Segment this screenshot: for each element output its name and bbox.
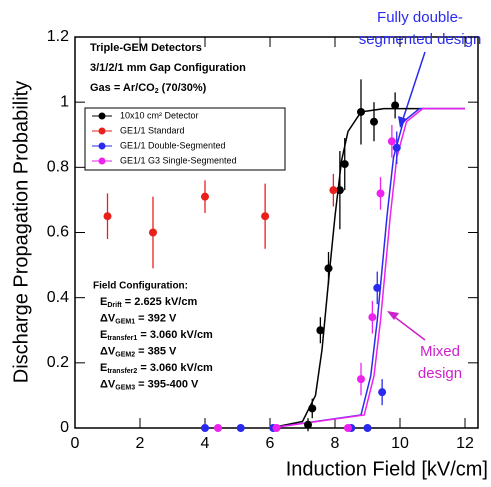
data-point bbox=[214, 424, 222, 432]
fit-curve bbox=[269, 107, 465, 429]
data-point bbox=[236, 424, 245, 432]
data-point bbox=[304, 420, 313, 429]
data-point bbox=[368, 313, 377, 322]
data-point bbox=[316, 326, 325, 335]
text-part: E bbox=[100, 296, 107, 308]
legend-label: GE1/1 G3 Single-Segmented bbox=[120, 155, 237, 165]
annotation: design bbox=[418, 365, 462, 382]
text-part: = 3.060 kV/cm bbox=[137, 329, 213, 341]
x-tick-label: 12 bbox=[456, 435, 474, 452]
fit-curve bbox=[269, 107, 465, 429]
x-tick-label: 10 bbox=[391, 435, 409, 452]
data-point bbox=[329, 186, 338, 195]
data-point bbox=[376, 189, 385, 198]
text-part: ΔV bbox=[100, 312, 116, 324]
data-point bbox=[308, 404, 317, 413]
y-tick-label: 0 bbox=[60, 419, 69, 436]
legend-box bbox=[84, 107, 286, 171]
y-tick-label: 1.2 bbox=[47, 28, 69, 45]
legend-marker bbox=[98, 127, 106, 135]
text-part: = 392 V bbox=[135, 312, 177, 324]
field-line: ΔVGEM3 = 395-400 V bbox=[100, 378, 199, 391]
text-part: ΔV bbox=[100, 345, 116, 357]
text-part: = 395-400 V bbox=[135, 378, 199, 390]
legend-label: GE1/1 Double-Segmented bbox=[120, 140, 226, 150]
data-point bbox=[378, 388, 387, 397]
subscript: GEM3 bbox=[115, 384, 135, 391]
data-point bbox=[370, 117, 378, 126]
info-text: Gas = Ar/CO2 (70/30%) bbox=[90, 82, 207, 95]
subscript: transfer1 bbox=[107, 335, 137, 342]
field-title: Field Configuration: bbox=[93, 281, 188, 292]
data-point bbox=[340, 160, 349, 169]
data-point bbox=[201, 192, 209, 201]
legend-marker bbox=[98, 142, 106, 150]
annotation: Fully double- bbox=[377, 9, 463, 26]
x-axis-label: Induction Field [kV/cm] bbox=[286, 458, 488, 480]
text-part: (70/30%) bbox=[159, 82, 207, 94]
text-part: = 2.625 kV/cm bbox=[122, 296, 198, 308]
subscript: 2 bbox=[155, 88, 159, 95]
field-line: ΔVGEM1 = 392 V bbox=[100, 312, 177, 325]
data-point bbox=[324, 264, 333, 273]
subscript: transfer2 bbox=[107, 368, 137, 375]
y-tick-label: 0.8 bbox=[47, 159, 69, 176]
field-line: Etransfer1 = 3.060 kV/cm bbox=[100, 329, 213, 342]
text-part: E bbox=[100, 362, 107, 374]
info-text: 3/1/2/1 mm Gap Configuration bbox=[90, 62, 246, 74]
x-tick-label: 4 bbox=[201, 435, 210, 452]
subscript: GEM2 bbox=[115, 351, 135, 358]
data-point bbox=[272, 424, 281, 432]
data-point bbox=[387, 137, 396, 146]
arrow bbox=[401, 51, 426, 123]
data-point bbox=[373, 283, 382, 292]
data-point bbox=[392, 143, 401, 152]
fit-curve bbox=[269, 107, 465, 429]
subscript: Drift bbox=[107, 302, 122, 309]
arrow bbox=[391, 314, 426, 341]
y-tick-label: 1 bbox=[60, 93, 69, 110]
x-tick-label: 0 bbox=[71, 435, 80, 452]
annotation: segmented design bbox=[359, 31, 482, 48]
data-point bbox=[335, 186, 344, 195]
annotation: Mixed bbox=[420, 343, 460, 360]
y-axis-label: Discharge Propagation Probability bbox=[10, 81, 32, 383]
x-tick-label: 6 bbox=[266, 435, 275, 452]
legend-marker bbox=[98, 157, 106, 165]
data-point bbox=[344, 424, 352, 432]
y-tick-label: 0.4 bbox=[47, 289, 69, 306]
data-point bbox=[391, 101, 400, 110]
field-line: EDrift = 2.625 kV/cm bbox=[100, 296, 197, 309]
data-point bbox=[357, 375, 365, 384]
text-part: = 3.060 kV/cm bbox=[137, 362, 213, 374]
field-line: ΔVGEM2 = 385 V bbox=[100, 345, 177, 358]
data-point bbox=[149, 228, 157, 237]
text-part: = 385 V bbox=[135, 345, 177, 357]
y-tick-label: 0.6 bbox=[47, 224, 69, 241]
arrow-head bbox=[387, 311, 399, 320]
y-tick-label: 0.2 bbox=[47, 354, 69, 371]
info-text: Triple-GEM Detectors bbox=[90, 42, 202, 54]
x-tick-label: 2 bbox=[136, 435, 145, 452]
data-point bbox=[357, 107, 365, 116]
data-point bbox=[261, 212, 270, 221]
data-point bbox=[103, 212, 112, 221]
subscript: GEM1 bbox=[115, 318, 135, 325]
data-point bbox=[201, 424, 209, 432]
x-tick-label: 8 bbox=[331, 435, 340, 452]
legend-marker bbox=[98, 112, 106, 120]
legend-label: 10x10 cm² Detector bbox=[120, 110, 199, 120]
text-part: ΔV bbox=[100, 378, 116, 390]
text-part: E bbox=[100, 329, 107, 341]
data-point bbox=[363, 424, 372, 432]
legend-label: GE1/1 Standard bbox=[120, 125, 185, 135]
text-part: Gas = Ar/CO bbox=[90, 82, 155, 94]
field-line: Etransfer2 = 3.060 kV/cm bbox=[100, 362, 213, 375]
